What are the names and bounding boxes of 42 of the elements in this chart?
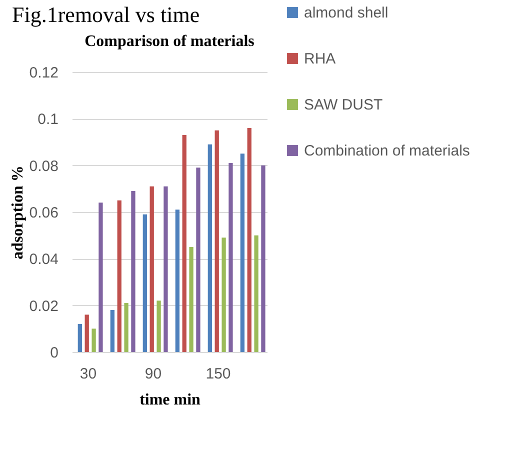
bar <box>78 324 82 352</box>
bar <box>240 154 245 352</box>
caption: Fig.1removal vs time <box>12 2 200 27</box>
y-tick-label: 0.06 <box>29 204 58 222</box>
x-axis-title: time min <box>140 392 201 408</box>
legend-label: SAW DUST <box>304 96 383 114</box>
bar <box>254 235 258 352</box>
y-tick-label: 0.12 <box>29 64 58 82</box>
bar <box>92 328 96 352</box>
bar <box>117 200 122 352</box>
bar <box>228 163 233 352</box>
legend-label: Combination of materials <box>304 142 470 160</box>
bar <box>150 186 154 352</box>
chart-title: Comparison of materials <box>84 33 254 50</box>
x-tick-label: 150 <box>206 366 231 382</box>
bar <box>142 214 148 352</box>
bar <box>261 165 266 352</box>
bar <box>131 191 136 352</box>
bar <box>222 238 226 352</box>
bar <box>175 210 180 352</box>
bar <box>182 135 186 352</box>
bar <box>124 303 128 352</box>
bar <box>98 202 103 352</box>
y-tick-label: 0.08 <box>29 158 58 175</box>
y-tick-label: 0.02 <box>29 298 58 315</box>
x-tick-label: 90 <box>144 366 162 382</box>
bar <box>164 186 168 352</box>
bar <box>156 300 161 352</box>
bar <box>189 247 194 352</box>
bar <box>214 130 219 352</box>
bar <box>110 310 115 352</box>
bar <box>196 168 200 352</box>
y-tick-label: 0.1 <box>38 111 58 128</box>
x-tick-label: 30 <box>80 366 97 382</box>
y-axis-title: adsorption % <box>9 166 26 260</box>
bar <box>247 128 252 352</box>
y-tick-label: 0.04 <box>29 251 58 268</box>
legend-label: almond shell <box>304 4 388 22</box>
y-tick-label: 0 <box>50 344 58 362</box>
bar <box>208 144 212 352</box>
bar <box>84 314 89 352</box>
legend-label: RHA <box>304 50 336 68</box>
